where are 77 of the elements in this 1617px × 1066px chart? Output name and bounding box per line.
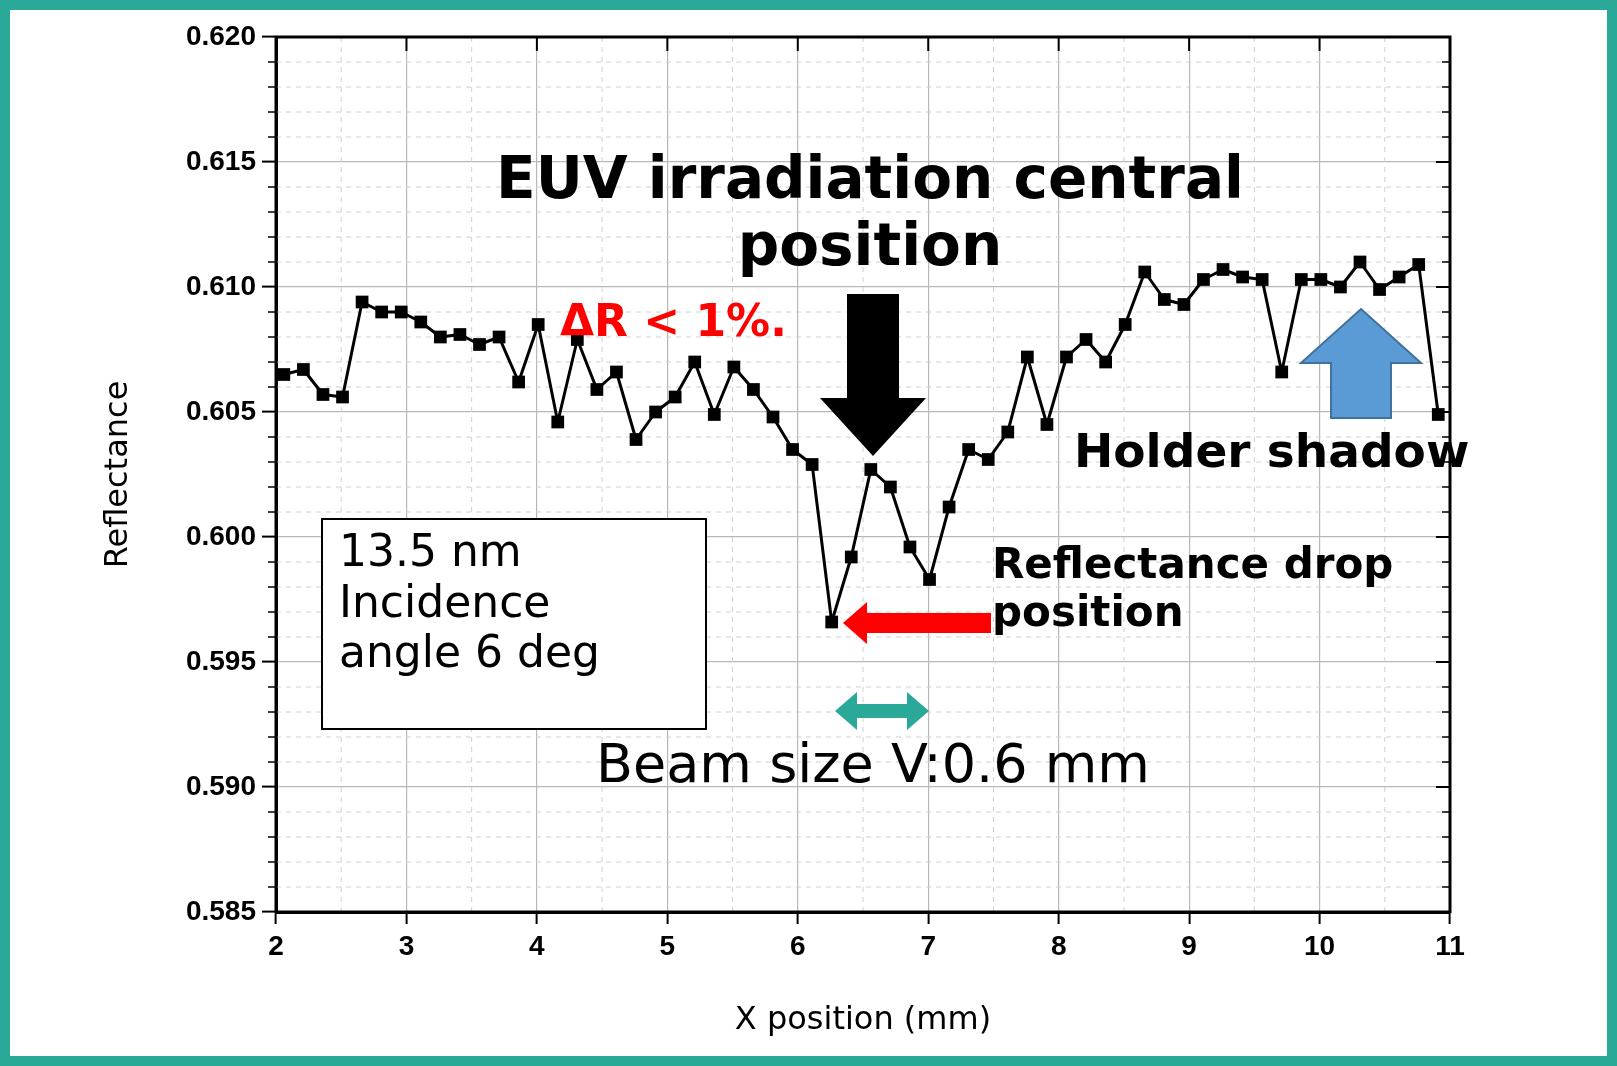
point <box>1118 318 1132 331</box>
point <box>981 453 995 466</box>
x-axis-title: X position (mm) <box>734 999 992 1038</box>
point <box>1334 280 1347 294</box>
point <box>649 405 662 419</box>
point <box>1216 263 1230 276</box>
y-tick-label: 0.620 <box>185 19 256 51</box>
point <box>1157 293 1171 306</box>
point <box>688 355 702 369</box>
point <box>1021 350 1034 364</box>
y-tick-label: 0.605 <box>185 394 256 426</box>
point <box>805 458 819 471</box>
point <box>884 480 897 494</box>
y-tick-label: 0.590 <box>185 769 256 801</box>
point <box>707 408 721 421</box>
point <box>1138 265 1152 279</box>
point <box>1236 270 1249 284</box>
point <box>551 415 565 429</box>
point <box>1314 273 1328 286</box>
point <box>453 328 467 341</box>
point <box>825 615 839 629</box>
annotation: Beam size V:0.6 mm <box>596 732 1150 796</box>
x-tick-label: 2 <box>268 929 284 961</box>
point <box>747 383 760 396</box>
point <box>610 365 623 379</box>
point <box>277 368 291 381</box>
annotation: EUV irradiation central position <box>495 144 1245 279</box>
point <box>668 390 682 404</box>
point <box>1255 273 1269 286</box>
point <box>336 390 349 404</box>
point <box>962 443 976 456</box>
y-tick-label: 0.615 <box>185 144 256 176</box>
point <box>1079 333 1093 346</box>
point <box>394 305 408 319</box>
point <box>1040 418 1054 431</box>
point <box>1099 355 1112 369</box>
point <box>1412 258 1426 271</box>
point <box>1294 273 1308 286</box>
y-tick-label: 0.600 <box>185 519 256 551</box>
point <box>1373 283 1386 296</box>
point <box>375 305 389 319</box>
point <box>1197 273 1210 286</box>
annotation: Reflectance drop position <box>992 539 1395 637</box>
x-tick-label: 8 <box>1050 929 1067 961</box>
annotation: ΔR < 1%. <box>560 295 787 347</box>
point <box>864 463 878 476</box>
x-tick-label: 5 <box>659 929 676 961</box>
point <box>531 318 545 331</box>
x-tick-label: 6 <box>789 929 806 961</box>
x-tick-label: 7 <box>920 929 937 961</box>
point <box>1001 425 1015 439</box>
point <box>629 433 643 446</box>
point <box>786 443 799 456</box>
point <box>923 573 936 586</box>
x-tick-label: 10 <box>1303 929 1336 961</box>
point <box>316 388 330 401</box>
point <box>473 338 486 351</box>
annotation: 13.5 nm Incidence angle 6 deg <box>321 518 707 730</box>
point <box>1177 298 1191 311</box>
point <box>1060 350 1073 364</box>
y-axis-title: Reflectance <box>96 380 135 569</box>
point <box>727 360 741 374</box>
point <box>297 363 310 376</box>
y-tick-label: 0.610 <box>185 269 256 301</box>
point <box>590 383 604 396</box>
point <box>512 375 525 389</box>
point <box>1431 408 1445 421</box>
x-tick-label: 9 <box>1181 929 1197 961</box>
x-tick-label: 4 <box>529 929 546 961</box>
x-tick-label: 3 <box>398 929 415 961</box>
y-tick-label: 0.585 <box>185 894 256 926</box>
point <box>434 330 447 344</box>
point <box>844 550 858 564</box>
point <box>414 315 428 329</box>
y-tick-label: 0.595 <box>185 644 256 676</box>
point <box>1275 365 1289 379</box>
x-tick-label: 11 <box>1435 929 1465 961</box>
